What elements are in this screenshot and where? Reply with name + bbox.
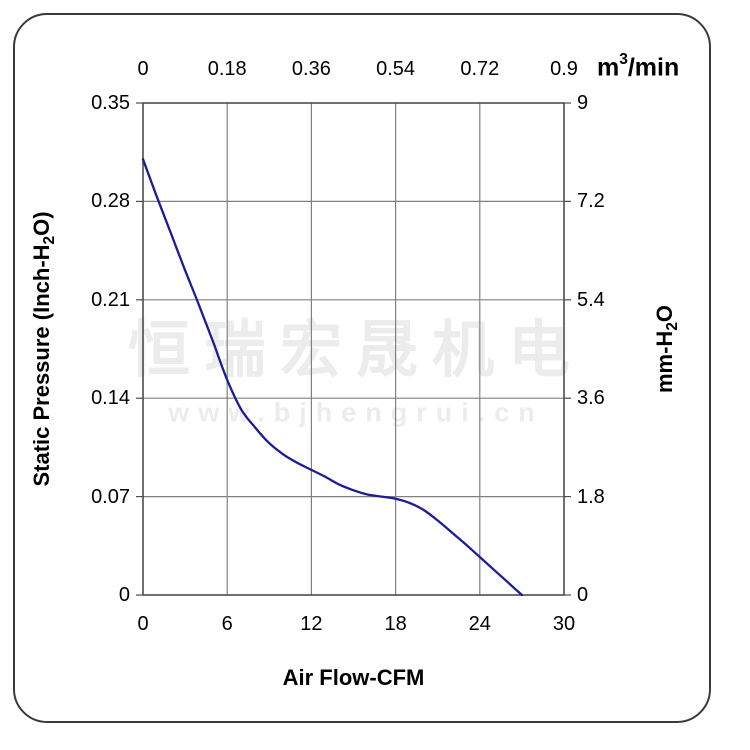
left-axis-tick: 0 bbox=[118, 584, 130, 606]
bottom-axis-tick: 24 bbox=[468, 613, 491, 635]
unit-cubed: 3 bbox=[619, 51, 628, 68]
bottom-axis-tick: 6 bbox=[221, 613, 233, 635]
top-axis-tick: 0.72 bbox=[460, 58, 500, 80]
top-axis-tick: 0 bbox=[137, 58, 149, 80]
unit-m: m bbox=[597, 53, 620, 82]
right-title-main: mm-H bbox=[651, 330, 677, 394]
left-axis-tick: 0.28 bbox=[91, 190, 130, 213]
left-axis-title: Static Pressure (Inch-H2O) bbox=[29, 211, 59, 486]
right-axis-tick: 1.8 bbox=[577, 485, 605, 508]
right-axis-tick: 7.2 bbox=[577, 190, 605, 213]
bottom-axis-tick: 18 bbox=[384, 613, 407, 635]
right-axis-tick: 0 bbox=[577, 584, 589, 606]
left-axis-tick: 0.21 bbox=[91, 288, 130, 311]
plot-border bbox=[142, 102, 565, 596]
right-title-subscript: 2 bbox=[664, 322, 682, 331]
x-axis-title: Air Flow-CFM bbox=[282, 665, 425, 690]
watermark-chinese-text: 恒瑞宏晟机电 bbox=[127, 316, 585, 385]
top-axis-tick: 0.36 bbox=[291, 58, 331, 80]
right-axis-tick: 3.6 bbox=[577, 387, 605, 410]
bottom-axis-tick: 12 bbox=[300, 613, 323, 635]
left-title-subscript: 2 bbox=[41, 235, 59, 245]
top-axis-tick: 0.9 bbox=[550, 58, 578, 80]
top-axis-tick: 0.18 bbox=[207, 58, 247, 80]
left-title-end: O) bbox=[28, 211, 54, 236]
pq-curve bbox=[141, 158, 524, 597]
rounded-frame-border bbox=[13, 13, 711, 723]
left-title-main: Static Pressure (Inch-H bbox=[28, 244, 54, 487]
top-axis-tick: 0.54 bbox=[376, 58, 416, 80]
left-axis-tick: 0.07 bbox=[91, 485, 130, 508]
unit-per-min: /min bbox=[627, 53, 680, 82]
watermark-url-text: www.bjhengrui.cn bbox=[168, 397, 544, 428]
right-axis-title: mm-H2O bbox=[652, 305, 682, 393]
right-title-end: O bbox=[651, 304, 677, 323]
right-axis-tick: 5.4 bbox=[577, 288, 605, 311]
right-axis-tick: 9 bbox=[577, 92, 589, 114]
left-axis-tick: 0.14 bbox=[91, 387, 130, 410]
top-axis-unit-label: m3/min bbox=[597, 51, 680, 82]
bottom-axis-tick: 0 bbox=[137, 613, 149, 635]
left-axis-tick: 0.35 bbox=[91, 92, 130, 114]
bottom-axis-tick: 30 bbox=[552, 613, 576, 635]
